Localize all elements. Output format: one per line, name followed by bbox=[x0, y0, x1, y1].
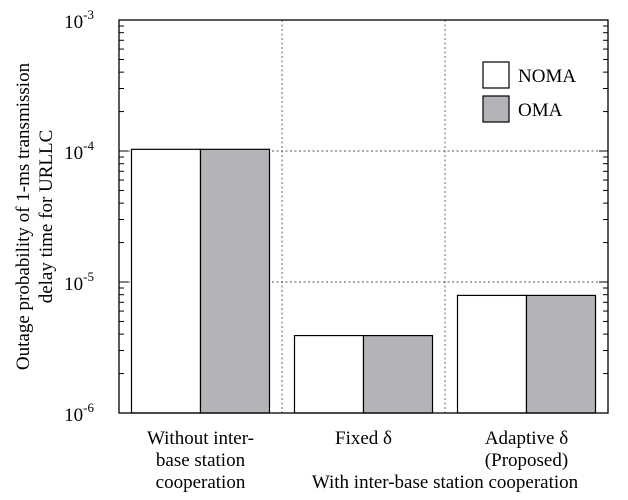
y-tick-base: 10 bbox=[64, 143, 83, 164]
y-tick-base: 10 bbox=[64, 274, 83, 295]
y-tick-base: 10 bbox=[64, 405, 83, 426]
y-tick-label: 10-5 bbox=[64, 269, 94, 295]
y-axis-label-line: delay time for URLLC bbox=[36, 130, 57, 304]
bar-noma-2 bbox=[456, 294, 528, 414]
category-label-line: cooperation bbox=[156, 472, 246, 493]
y-tick-base: 10 bbox=[64, 12, 83, 33]
category-label-line: Fixed δ bbox=[335, 428, 392, 449]
category-label-line: (Proposed) bbox=[485, 450, 568, 471]
category-label-line: Adaptive δ bbox=[485, 428, 568, 449]
category-label: Without inter-base station cooperation bbox=[147, 428, 254, 493]
category-label-line: Without inter- bbox=[147, 428, 254, 449]
legend-swatch-noma bbox=[482, 61, 510, 89]
bar-oma-2 bbox=[525, 294, 597, 414]
y-tick-exponent: -4 bbox=[83, 138, 94, 153]
legend-label-oma: OMA bbox=[518, 100, 563, 121]
y-axis-label: Outage probability of 1-ms transmission d… bbox=[13, 62, 57, 370]
plot-frame bbox=[118, 19, 609, 414]
legend: NOMA OMA bbox=[482, 61, 576, 123]
tick-layer bbox=[119, 25, 608, 414]
y-tick-label: 10-3 bbox=[64, 7, 94, 33]
y-tick-label: 10-4 bbox=[64, 138, 94, 164]
legend-label-noma: NOMA bbox=[518, 66, 576, 87]
category-label: Adaptive δ (Proposed) bbox=[485, 428, 568, 471]
category-label: Fixed δ bbox=[335, 428, 392, 449]
y-axis-label-line: Outage probability of 1-ms transmission bbox=[13, 62, 34, 370]
y-tick-exponent: -5 bbox=[83, 269, 94, 284]
bar-noma-0 bbox=[130, 148, 202, 414]
bar-noma-1 bbox=[293, 334, 365, 414]
y-tick-exponent: -6 bbox=[83, 400, 94, 415]
bar-layer bbox=[130, 148, 597, 414]
category-label-line: base station bbox=[156, 450, 246, 471]
bar-oma-1 bbox=[362, 334, 434, 414]
bar-oma-0 bbox=[199, 148, 271, 414]
legend-swatch-oma bbox=[482, 95, 510, 123]
y-tick-exponent: -3 bbox=[83, 7, 94, 22]
y-tick-label: 10-6 bbox=[64, 400, 94, 426]
group-label: With inter-base station cooperation bbox=[312, 472, 579, 493]
